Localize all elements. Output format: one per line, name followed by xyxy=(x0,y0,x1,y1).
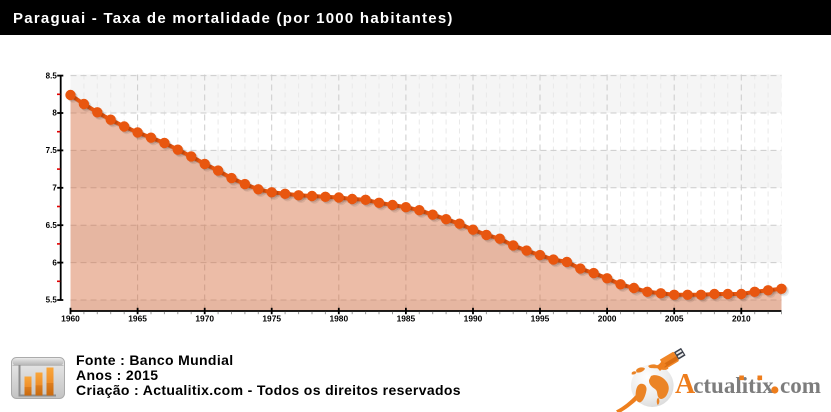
svg-text:2005: 2005 xyxy=(665,314,684,324)
svg-text:2000: 2000 xyxy=(598,314,617,324)
svg-text:6: 6 xyxy=(52,258,57,267)
svg-text:1965: 1965 xyxy=(128,314,147,324)
svg-text:2010: 2010 xyxy=(732,314,751,324)
svg-text:7.5: 7.5 xyxy=(46,146,58,155)
svg-text:8: 8 xyxy=(52,109,57,118)
svg-text:com: com xyxy=(780,373,821,398)
svg-text:1960: 1960 xyxy=(61,314,80,324)
svg-text:1990: 1990 xyxy=(464,314,483,324)
svg-text:1980: 1980 xyxy=(329,314,348,324)
svg-text:5.5: 5.5 xyxy=(46,296,58,305)
svg-text:1975: 1975 xyxy=(262,314,281,324)
svg-text:1995: 1995 xyxy=(531,314,550,324)
svg-text:7: 7 xyxy=(52,184,57,193)
svg-text:A: A xyxy=(675,369,696,400)
svg-text:6.5: 6.5 xyxy=(46,221,58,230)
svg-text:1970: 1970 xyxy=(195,314,214,324)
svg-text:8.5: 8.5 xyxy=(46,71,58,80)
svg-text:1985: 1985 xyxy=(397,314,416,324)
